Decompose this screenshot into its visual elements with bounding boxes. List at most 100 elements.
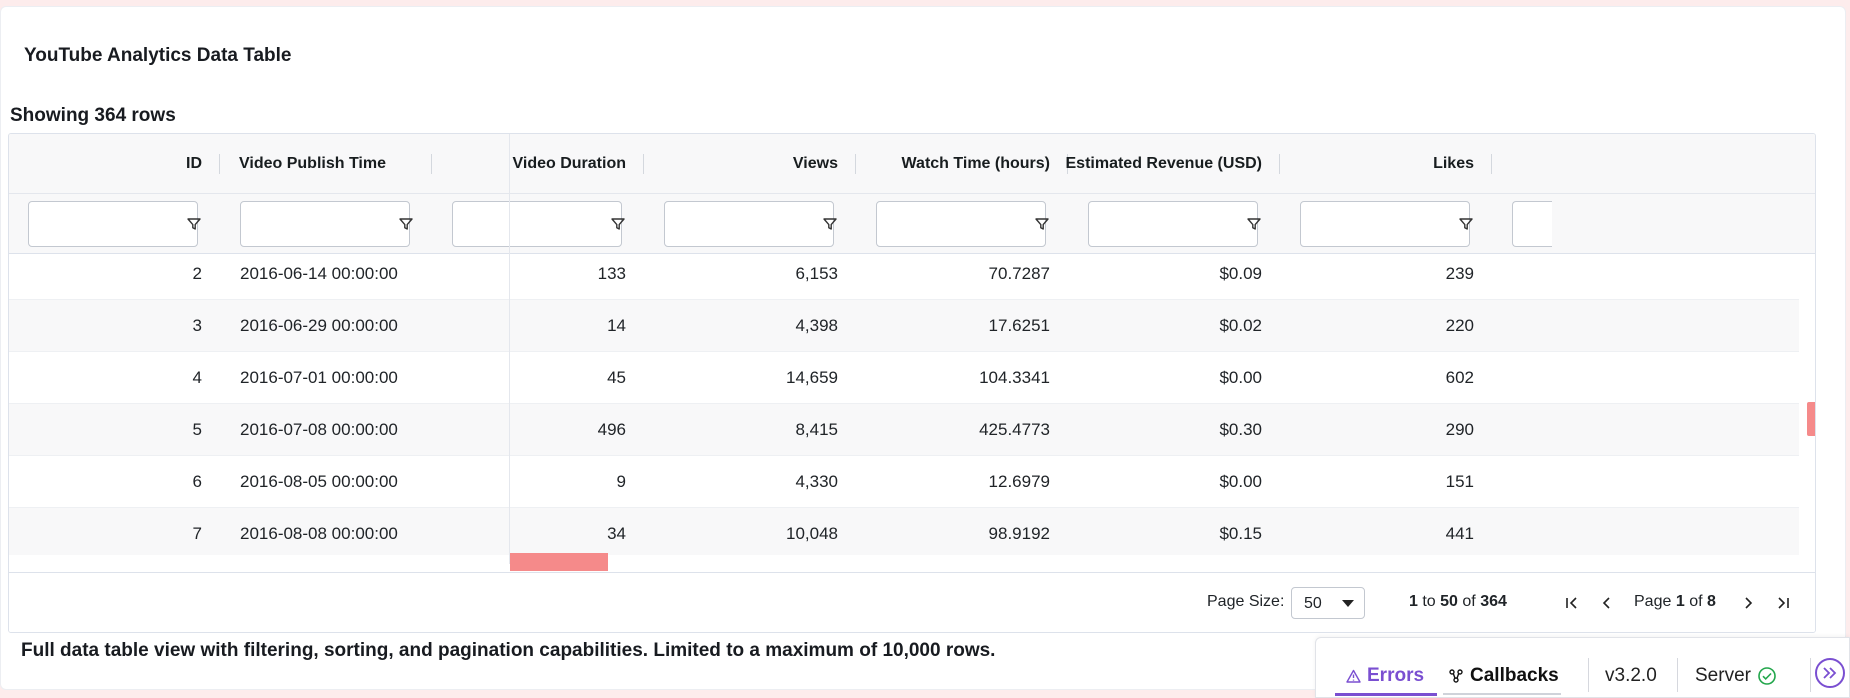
cell-revenue: $0.00 xyxy=(1219,472,1262,491)
cell-watch-time: 104.3341 xyxy=(979,368,1050,387)
errors-tab-underline xyxy=(1335,693,1437,696)
range-to: 50 xyxy=(1440,593,1458,610)
filter-input-publish-time[interactable] xyxy=(240,201,410,247)
table-row[interactable]: 5 2016-07-08 00:00:00 496 8,415 425.4773… xyxy=(9,404,1799,456)
col-resize-handle[interactable] xyxy=(1279,154,1280,174)
cell-likes: 220 xyxy=(1445,316,1474,335)
filter-icon[interactable] xyxy=(186,216,202,232)
check-circle-icon xyxy=(1758,667,1776,685)
cell-views: 14,659 xyxy=(786,368,838,387)
table-row[interactable]: 7 2016-08-08 00:00:00 34 10,048 98.9192 … xyxy=(9,508,1799,555)
cell-views: 10,048 xyxy=(786,524,838,543)
col-resize-handle[interactable] xyxy=(855,154,856,174)
filter-icon[interactable] xyxy=(822,216,838,232)
filter-icon[interactable] xyxy=(1034,216,1050,232)
warning-icon xyxy=(1346,669,1361,683)
collapse-devtools-button[interactable] xyxy=(1815,658,1845,688)
cell-publish-time: 2016-08-05 00:00:00 xyxy=(240,472,398,491)
col-header-publish-time[interactable]: Video Publish Time xyxy=(239,155,386,172)
cell-revenue: $0.15 xyxy=(1219,524,1262,543)
table-row[interactable]: 2 2016-06-14 00:00:00 133 6,153 70.7287 … xyxy=(9,255,1799,300)
cell-views: 4,330 xyxy=(795,472,838,491)
current-page: 1 xyxy=(1675,593,1685,610)
cell-likes: 441 xyxy=(1445,524,1474,543)
callbacks-tab[interactable]: Callbacks xyxy=(1448,665,1559,687)
col-resize-handle[interactable] xyxy=(643,154,644,174)
cell-likes: 290 xyxy=(1445,420,1474,439)
cell-duration: 133 xyxy=(597,264,626,283)
next-page-button[interactable] xyxy=(1738,593,1758,613)
table-row[interactable]: 6 2016-08-05 00:00:00 9 4,330 12.6979 $0… xyxy=(9,456,1799,508)
col-resize-handle[interactable] xyxy=(1491,154,1492,174)
grid-body: 2 2016-06-14 00:00:00 133 6,153 70.7287 … xyxy=(9,255,1799,555)
cell-watch-time: 98.9192 xyxy=(988,524,1050,543)
cell-watch-time: 425.4773 xyxy=(979,420,1050,439)
col-header-watch-time[interactable]: Watch Time (hours) xyxy=(901,155,1050,172)
cell-revenue: $0.02 xyxy=(1219,316,1262,335)
double-chevron-right-icon xyxy=(1823,667,1837,679)
cell-revenue: $0.00 xyxy=(1219,368,1262,387)
row-count: Showing 364 rows xyxy=(10,105,176,126)
vertical-scrollbar-thumb[interactable] xyxy=(1807,402,1815,436)
table-row[interactable]: 4 2016-07-01 00:00:00 45 14,659 104.3341… xyxy=(9,352,1799,404)
cell-watch-time: 17.6251 xyxy=(988,316,1050,335)
col-header-views[interactable]: Views xyxy=(792,155,838,172)
page-size-value: 50 xyxy=(1304,595,1322,612)
last-page-button[interactable] xyxy=(1773,593,1793,613)
col-resize-handle[interactable] xyxy=(431,154,432,174)
filter-icon[interactable] xyxy=(610,216,626,232)
cell-id: 7 xyxy=(192,524,202,543)
first-page-icon xyxy=(1566,597,1577,609)
col-resize-handle[interactable] xyxy=(219,154,220,174)
filter-input-watch-time[interactable] xyxy=(876,201,1046,247)
devtools-divider xyxy=(1677,658,1678,692)
filter-icon[interactable] xyxy=(398,216,414,232)
page-size-select[interactable]: 50 xyxy=(1291,587,1365,619)
cell-views: 8,415 xyxy=(795,420,838,439)
devtools-divider xyxy=(1810,658,1811,692)
col-header-revenue[interactable]: Estimated Revenue (USD) xyxy=(1065,155,1263,172)
cell-publish-time: 2016-06-29 00:00:00 xyxy=(240,316,398,335)
col-header-likes[interactable]: Likes xyxy=(1433,155,1474,172)
callbacks-icon xyxy=(1449,669,1463,683)
range-of-word: of xyxy=(1462,593,1476,610)
filter-input-id[interactable] xyxy=(28,201,198,247)
cell-id: 5 xyxy=(192,420,202,439)
filter-input-duration[interactable] xyxy=(452,201,622,247)
cell-duration: 496 xyxy=(597,420,626,439)
cell-revenue: $0.30 xyxy=(1219,420,1262,439)
previous-page-button[interactable] xyxy=(1597,593,1617,613)
col-header-duration[interactable]: Video Duration xyxy=(512,155,627,172)
filter-input-views[interactable] xyxy=(664,201,834,247)
filter-input-revenue[interactable] xyxy=(1088,201,1258,247)
cell-likes: 602 xyxy=(1445,368,1474,387)
errors-tab[interactable]: Errors xyxy=(1346,665,1424,687)
cell-publish-time: 2016-08-08 00:00:00 xyxy=(240,524,398,543)
cell-duration: 34 xyxy=(607,524,626,543)
cell-id: 2 xyxy=(192,264,202,283)
cell-publish-time: 2016-07-01 00:00:00 xyxy=(240,368,398,387)
col-resize-handle[interactable] xyxy=(1067,154,1068,174)
cell-views: 6,153 xyxy=(795,264,838,283)
range-to-word: to xyxy=(1422,593,1436,610)
last-page-icon xyxy=(1778,597,1789,609)
horizontal-scrollbar-thumb[interactable] xyxy=(510,553,608,571)
filter-input-likes[interactable] xyxy=(1300,201,1470,247)
cell-publish-time: 2016-07-08 00:00:00 xyxy=(240,420,398,439)
col-header-id[interactable]: ID xyxy=(186,155,202,172)
filter-icon[interactable] xyxy=(1458,216,1474,232)
filter-input-next-column[interactable] xyxy=(1512,201,1552,247)
cell-publish-time: 2016-06-14 00:00:00 xyxy=(240,264,398,283)
pinned-column-divider xyxy=(509,134,510,564)
table-row[interactable]: 3 2016-06-29 00:00:00 14 4,398 17.6251 $… xyxy=(9,300,1799,352)
range-total: 364 xyxy=(1480,593,1507,610)
page-indicator: Page 1 of 8 xyxy=(1634,593,1716,611)
range-from: 1 xyxy=(1409,593,1418,610)
first-page-button[interactable] xyxy=(1562,593,1582,613)
filter-icon[interactable] xyxy=(1246,216,1262,232)
cell-revenue: $0.09 xyxy=(1219,264,1262,283)
callbacks-tab-underline xyxy=(1443,693,1561,695)
server-status[interactable]: Server xyxy=(1695,665,1777,687)
table-description: Full data table view with filtering, sor… xyxy=(21,640,996,661)
server-label: Server xyxy=(1695,665,1751,686)
